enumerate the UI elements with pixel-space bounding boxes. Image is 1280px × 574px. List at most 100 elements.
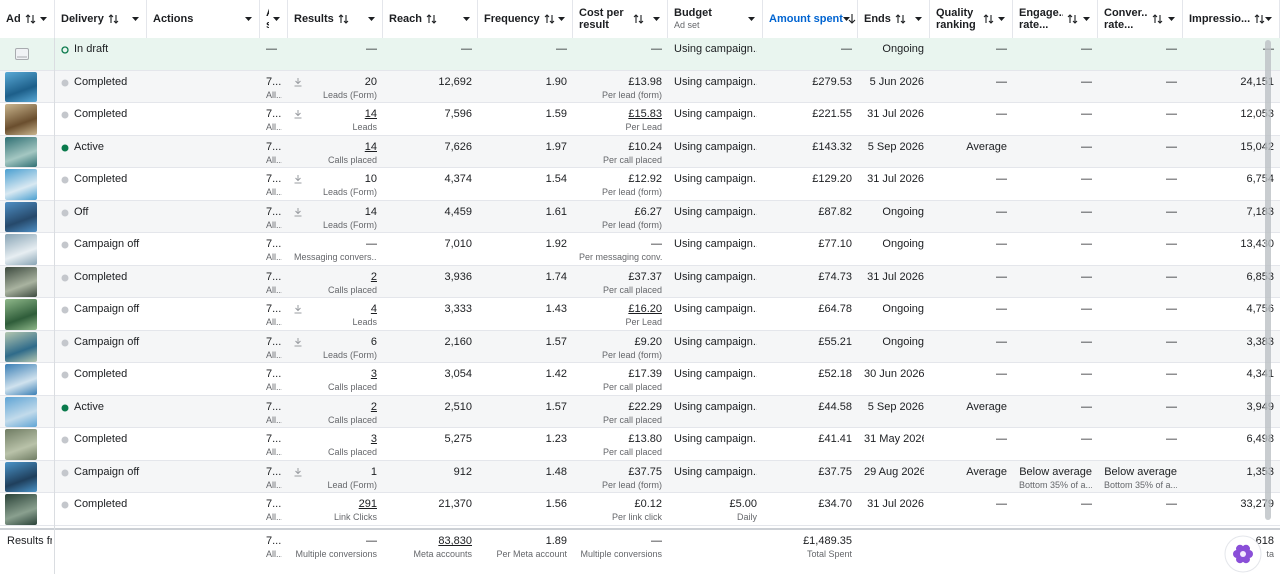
- ends-value: 31 Jul 2026: [867, 270, 924, 283]
- ends-cell: 30 Jun 2026: [864, 368, 924, 381]
- column-header[interactable]: Delivery: [55, 0, 147, 38]
- table-row[interactable]: [0, 493, 1280, 526]
- sort-icon: [848, 14, 856, 24]
- conver-cell: —: [1104, 141, 1177, 154]
- engage-value: —: [1081, 173, 1092, 185]
- results-value[interactable]: 3: [370, 433, 377, 445]
- quality-cell: —: [936, 108, 1007, 121]
- results-value[interactable]: 291: [358, 498, 377, 510]
- header-label-wrap: Budget Ad set: [674, 7, 712, 31]
- ad_id-value: 7...: [266, 498, 282, 510]
- table-row[interactable]: [0, 168, 1280, 201]
- column-header[interactable]: Conver... rate...: [1098, 0, 1183, 38]
- ad_id-cell: 7... All...: [266, 76, 282, 101]
- results-value[interactable]: 2: [370, 270, 377, 283]
- results-cell: — Multiple conversions: [294, 535, 377, 560]
- table-row[interactable]: [0, 38, 1280, 71]
- results-value[interactable]: 3: [370, 368, 377, 380]
- table-row[interactable]: [0, 233, 1280, 266]
- cost-value[interactable]: £15.83: [628, 108, 662, 120]
- ends-value: 5 Jun 2026: [869, 75, 924, 88]
- results-value[interactable]: 14: [364, 140, 377, 153]
- column-header[interactable]: Engage... rate...: [1013, 0, 1098, 38]
- column-header[interactable]: Actions: [147, 0, 260, 38]
- reach-value: 2,160: [444, 335, 472, 348]
- impressions-cell: —: [1189, 43, 1274, 56]
- column-header[interactable]: Results: [288, 0, 383, 38]
- download-icon: [294, 467, 302, 476]
- frequency-value: 1.54: [545, 173, 567, 185]
- ends-cell: Ongoing: [864, 238, 924, 251]
- table-row[interactable]: [0, 265, 1280, 298]
- table-row[interactable]: [0, 330, 1280, 363]
- header-label-wrap: Reach: [389, 13, 422, 25]
- header-label-wrap: Amount spent: [769, 13, 843, 25]
- frequency-value: 1.59: [545, 108, 567, 120]
- conver-value: —: [1166, 108, 1177, 120]
- column-header[interactable]: Amount spent: [763, 0, 858, 38]
- header-label-wrap: Quality ranking: [936, 7, 979, 31]
- delivery-value: Completed: [74, 270, 128, 283]
- footer-label: Results fr: [7, 535, 52, 547]
- reach-value: 3,936: [444, 270, 472, 283]
- cost-value: £17.39: [628, 368, 662, 380]
- engage-value: —: [1081, 140, 1092, 153]
- quality-value: —: [996, 238, 1007, 250]
- cost-value[interactable]: £16.20: [628, 303, 662, 315]
- results-cell: 4 Leads: [294, 303, 377, 328]
- delivery-value: In draft: [74, 43, 109, 55]
- results-value: 6: [370, 335, 377, 348]
- column-header[interactable]: Frequency: [478, 0, 573, 38]
- header-label: Ad: [6, 13, 21, 25]
- header-label: Conver... rate...: [1104, 7, 1148, 31]
- table-row[interactable]: [0, 395, 1280, 428]
- footer-row: [0, 528, 1280, 574]
- ad_id-value: 7...: [266, 173, 282, 185]
- quality-cell: —: [936, 238, 1007, 251]
- budget-value: Using campaign...: [674, 465, 757, 478]
- ad-thumbnail: [5, 396, 37, 427]
- ad_id-cell: —: [266, 43, 282, 56]
- ad_id-cell: 7... All...: [266, 336, 282, 361]
- budget-cell: Using campaign...: [674, 206, 757, 219]
- budget-value: Using campaign...: [674, 205, 757, 218]
- delivery-cell: Campaign off: [74, 303, 143, 316]
- table-row[interactable]: [0, 428, 1280, 461]
- results-value[interactable]: 4: [370, 303, 377, 315]
- delivery-value: Completed: [74, 108, 128, 120]
- amount-value: £129.20: [812, 173, 852, 185]
- table-row[interactable]: [0, 200, 1280, 233]
- table-row[interactable]: [0, 103, 1280, 136]
- column-header[interactable]: A... s...: [260, 0, 288, 38]
- amount-cell: £52.18: [769, 368, 852, 381]
- quality-value: —: [996, 75, 1007, 88]
- reach-value[interactable]: 83,830: [438, 535, 472, 547]
- ad_id-sub: All...: [266, 252, 282, 262]
- column-header[interactable]: Reach: [383, 0, 478, 38]
- column-header[interactable]: Budget Ad set: [668, 0, 763, 38]
- results-value[interactable]: 14: [364, 108, 377, 120]
- column-header[interactable]: Ad: [0, 0, 55, 38]
- dropdown-caret: [998, 17, 1005, 21]
- column-header[interactable]: Ends: [858, 0, 930, 38]
- column-header[interactable]: Quality ranking: [930, 0, 1013, 38]
- results-value[interactable]: 2: [370, 400, 377, 413]
- engage-cell: —: [1019, 498, 1092, 511]
- column-header[interactable]: Impressio...: [1183, 0, 1280, 38]
- header-label: Cost per result: [579, 7, 624, 31]
- amount-cell: £279.53: [769, 76, 852, 89]
- table-row[interactable]: [0, 135, 1280, 168]
- engage-value: —: [1081, 108, 1092, 120]
- dropdown-caret: [1168, 17, 1175, 21]
- table-row[interactable]: [0, 298, 1280, 331]
- column-header[interactable]: Cost per result: [573, 0, 668, 38]
- ad_id-cell: 7... All...: [266, 141, 282, 166]
- table-row[interactable]: [0, 460, 1280, 493]
- status-dot: [61, 371, 69, 379]
- delivery-value: Campaign off: [74, 465, 140, 478]
- table-row[interactable]: [0, 70, 1280, 103]
- table-row[interactable]: [0, 363, 1280, 396]
- frequency-value: 1.48: [545, 465, 567, 478]
- quality-value: —: [996, 368, 1007, 380]
- dropdown-caret: [40, 17, 47, 21]
